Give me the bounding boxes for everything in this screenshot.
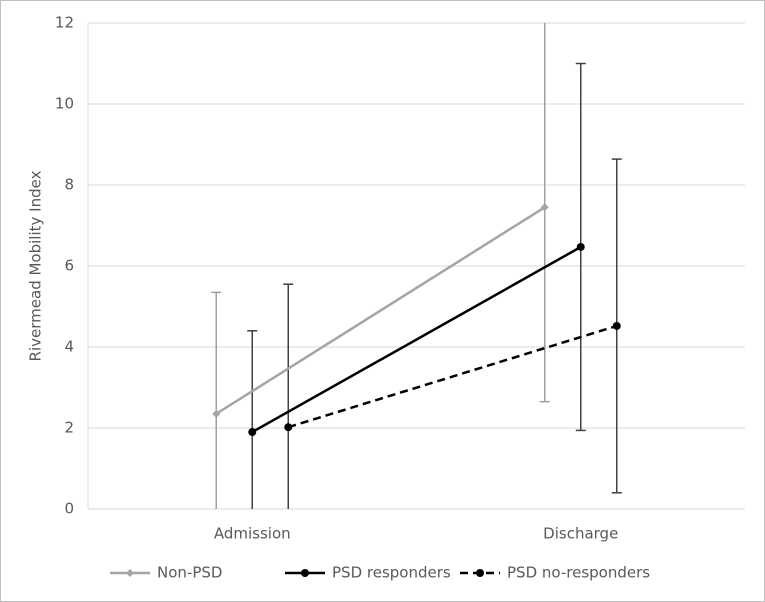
y-tick-label: 0: [64, 500, 74, 518]
y-tick-label: 10: [55, 95, 74, 113]
legend-label: PSD responders: [332, 564, 451, 582]
marker: [284, 423, 293, 432]
y-tick-label: 6: [64, 257, 74, 275]
x-tick-label: Discharge: [543, 525, 618, 543]
marker: [126, 569, 134, 577]
marker: [301, 569, 309, 577]
legend-label: PSD no-responders: [507, 564, 650, 582]
series-line: [215, 206, 546, 415]
series-line: [251, 245, 582, 434]
marker: [212, 409, 221, 418]
y-tick-label: 8: [64, 176, 74, 194]
series-line: [287, 324, 618, 429]
marker: [248, 428, 257, 437]
x-tick-label: Admission: [214, 525, 291, 543]
legend-label: Non-PSD: [157, 564, 222, 582]
y-tick-label: 12: [55, 14, 74, 32]
y-tick-label: 2: [64, 419, 74, 437]
marker: [576, 242, 585, 251]
marker: [540, 203, 549, 212]
y-axis-label: Rivermead Mobility Index: [27, 170, 45, 361]
y-tick-label: 4: [64, 338, 74, 356]
marker: [612, 321, 621, 330]
marker: [476, 569, 484, 577]
